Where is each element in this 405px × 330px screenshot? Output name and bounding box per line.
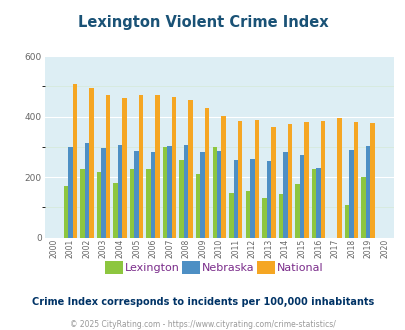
Bar: [299, 155, 303, 238]
Bar: [212, 147, 216, 238]
Bar: [150, 152, 155, 238]
Bar: [303, 122, 308, 238]
Bar: [245, 191, 249, 238]
Bar: [171, 97, 176, 238]
Bar: [294, 184, 299, 238]
Text: Lexington Violent Crime Index: Lexington Violent Crime Index: [77, 15, 328, 30]
Bar: [228, 193, 233, 238]
Bar: [205, 108, 209, 238]
Bar: [237, 120, 242, 238]
Bar: [266, 161, 271, 238]
Bar: [315, 168, 320, 238]
Bar: [337, 117, 341, 238]
Bar: [216, 151, 221, 238]
Bar: [134, 151, 139, 238]
Bar: [196, 174, 200, 238]
Bar: [278, 194, 283, 238]
Bar: [254, 120, 258, 238]
Bar: [221, 116, 226, 238]
Bar: [113, 183, 117, 238]
Text: Crime Index corresponds to incidents per 100,000 inhabitants: Crime Index corresponds to incidents per…: [32, 297, 373, 307]
Bar: [64, 186, 68, 238]
Bar: [122, 98, 126, 238]
Bar: [365, 146, 369, 238]
Bar: [369, 123, 374, 238]
Bar: [183, 145, 188, 238]
Bar: [344, 205, 349, 238]
Bar: [249, 159, 254, 238]
Bar: [360, 177, 365, 238]
Bar: [80, 169, 84, 238]
Bar: [167, 146, 171, 238]
Bar: [179, 160, 183, 238]
Bar: [146, 169, 150, 238]
Bar: [139, 95, 143, 238]
Bar: [200, 152, 205, 238]
Bar: [353, 122, 358, 238]
Bar: [84, 143, 89, 238]
Text: © 2025 CityRating.com - https://www.cityrating.com/crime-statistics/: © 2025 CityRating.com - https://www.city…: [70, 319, 335, 329]
Bar: [155, 95, 159, 238]
Bar: [89, 88, 93, 238]
Bar: [68, 147, 72, 238]
FancyBboxPatch shape: [181, 261, 199, 274]
Bar: [188, 100, 192, 238]
FancyBboxPatch shape: [256, 261, 275, 274]
Bar: [117, 145, 122, 238]
Bar: [162, 147, 167, 238]
Bar: [130, 169, 134, 238]
Bar: [283, 152, 287, 238]
Bar: [320, 121, 324, 238]
Bar: [271, 127, 275, 238]
Bar: [233, 160, 237, 238]
FancyBboxPatch shape: [104, 261, 122, 274]
Text: Lexington: Lexington: [125, 263, 179, 273]
Bar: [101, 148, 105, 238]
Text: National: National: [277, 263, 323, 273]
Bar: [105, 95, 110, 238]
Bar: [287, 124, 292, 238]
Bar: [262, 198, 266, 238]
Text: Nebraska: Nebraska: [202, 263, 254, 273]
Bar: [349, 150, 353, 238]
Bar: [311, 169, 315, 238]
Bar: [72, 84, 77, 238]
Bar: [96, 172, 101, 238]
